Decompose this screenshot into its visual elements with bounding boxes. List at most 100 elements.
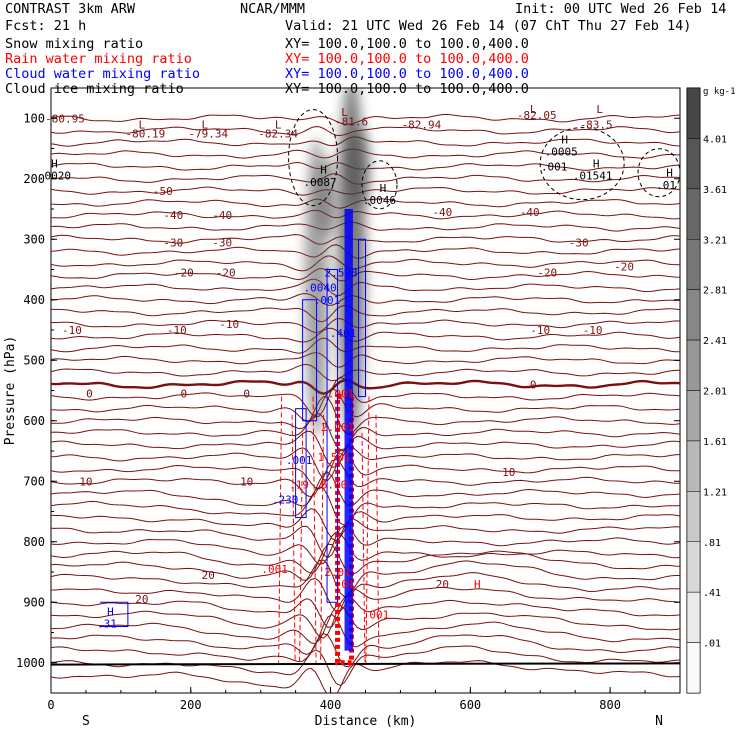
center-label: NCAR/MMM [240,1,306,17]
isotherm-label: -82.94 [402,118,442,131]
valid-time: Valid: 21 UTC Wed 26 Feb 14 (07 ChT Thu … [285,18,692,34]
field-value-label: 1.501 [317,451,350,464]
isotherm-line [51,525,680,565]
x-axis-title: Distance (km) [315,714,417,729]
field-value-label: .01 [656,179,676,192]
y-tick-label: 200 [23,172,45,186]
cloud-water-contour [302,299,318,422]
field-value-label: .001 [328,388,355,401]
isotherm-label: 20 [436,578,449,591]
field-label-cloud-ice: Cloud ice mixing ratio [5,81,184,97]
isotherm-label: 10 [240,475,253,488]
model-title: CONTRAST 3km ARW [5,1,136,17]
isotherm-label: -81.6 [335,115,368,128]
y-tick-label: 600 [23,414,45,428]
y-tick-label: 700 [23,474,45,488]
cloud-water-contour [358,238,366,398]
isotherm-line [51,645,680,686]
field-xy-cloud-water: XY= 100.0,100.0 to 100.0,400.0 [285,66,529,82]
isotherm-line [51,395,680,435]
field-label-cloud-water: Cloud water mixing ratio [5,66,201,82]
colorbar-swatch [686,239,701,290]
isotherm-line [51,126,680,137]
isotherm-line [51,531,680,574]
isotherm-label: -40 [163,209,183,222]
field-xy-rain: XY= 100.0,100.0 to 100.0,400.0 [285,51,529,67]
isotherm-label: -10 [167,324,187,337]
rain-contour [320,414,325,663]
y-tick-label: 1000 [16,656,45,670]
field-xy-snow: XY= 100.0,100.0 to 100.0,400.0 [285,36,529,52]
isotherm-line [51,471,680,507]
isotherm-line [51,445,680,481]
isotherm-label: -80.19 [125,127,165,140]
isotherm-label: -10 [219,318,239,331]
isotherm-line [51,376,680,418]
colorbar-swatch [686,591,701,643]
rain-contour [361,432,366,663]
y-tick-label: 800 [23,535,45,549]
isotherm-line [51,604,680,645]
x-tick-label: 0 [47,698,54,712]
colorbar-swatch [686,642,701,694]
isotherm-label: -82.34 [258,127,298,140]
surface-line [51,662,680,666]
isotherm-label: 20 [202,569,215,582]
field-value-label: 2.001 [321,421,354,434]
isotherm-line [51,613,680,656]
extremum-marker: H [666,167,673,180]
field-value-label: .01541 [573,170,613,183]
extremum-marker: L [201,118,208,131]
isotherm-label: -20 [174,267,194,280]
isotherm-label: -30 [569,236,589,249]
colorbar-label: 1.21 [703,487,727,498]
rain-contour [278,396,283,663]
extremum-marker: L [275,118,282,131]
field-value-label: .0046 [363,194,396,207]
field-label-rain: Rain water mixing ratio [5,51,192,67]
isotherm-label: 10 [502,466,515,479]
isotherm-line [51,221,680,232]
colorbar-swatch [686,138,701,190]
field-value-label: .001 [541,161,568,174]
colorbar-label: .81 [703,538,721,549]
isotherm-line [51,518,680,559]
colorbar-label: 4.01 [703,134,727,145]
isotherm-label: -20 [537,267,557,280]
isotherm-line [51,209,680,220]
colorbar-swatch [686,87,701,139]
isotherm-label: 0 [180,388,187,401]
field-value-label: .31 [97,617,117,630]
rain-contour [312,396,317,663]
isotherm-label: -40 [212,209,232,222]
y-tick-label: 300 [23,232,45,246]
snow-contour [361,160,398,210]
colorbar-label: 3.61 [703,185,727,196]
isotherm-line [51,508,680,541]
isotherm-line [51,388,680,423]
isotherm-label: -20 [614,260,634,273]
cloud-water-core [344,209,353,651]
south-label: S [82,714,90,729]
isotherm-label: 0 [86,388,93,401]
north-label: N [655,714,663,729]
y-tick-label: 900 [23,595,45,609]
colorbar-label: .01 [703,639,721,650]
colorbar-swatch [686,339,701,391]
field-value-label: .401 [330,327,357,340]
isotherm-label: -10 [530,324,550,337]
snow-plume-top [346,126,371,207]
isotherm-label: 20 [135,593,148,606]
isotherm-line [51,559,680,598]
isotherm-label: -50 [153,185,173,198]
isotherm-line [51,430,680,468]
rain-contour [299,432,304,663]
extremum-marker: H [107,605,114,618]
isotherm-line [51,486,680,526]
colorbar-label: 2.41 [703,336,727,347]
isotherm-line [51,572,680,613]
isotherm-line [51,660,680,693]
colorbar-swatch [686,390,701,442]
extremum-marker: H [474,578,481,591]
